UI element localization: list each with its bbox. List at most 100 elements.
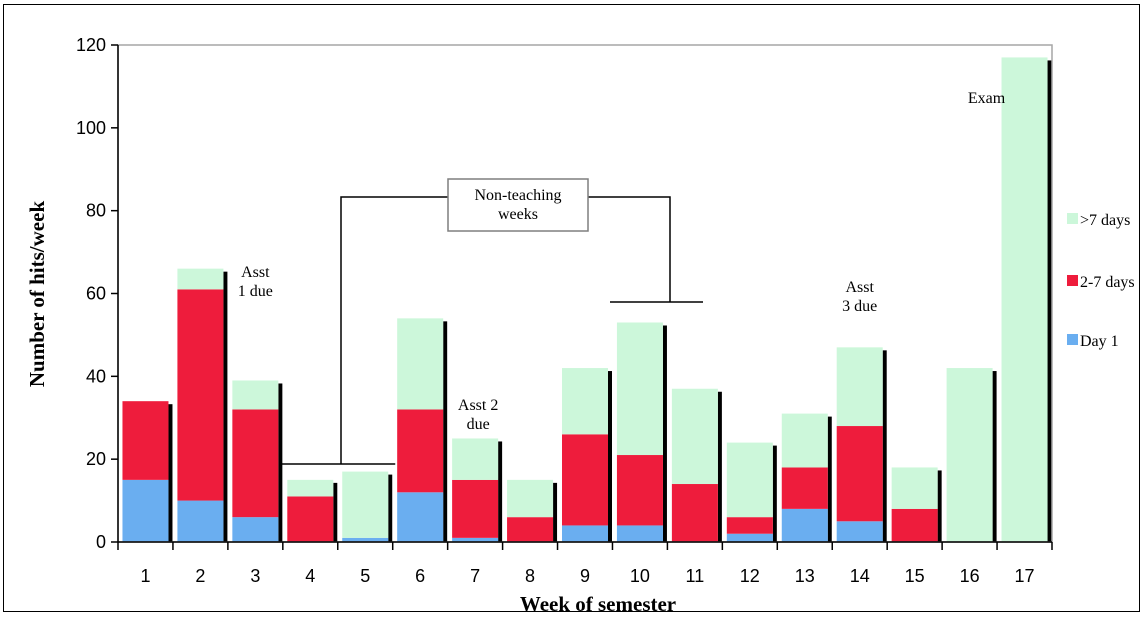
- x-tick-label: 8: [525, 566, 535, 586]
- x-tick-label: 7: [470, 566, 480, 586]
- y-tick-label: 120: [76, 35, 106, 55]
- bar-segment: [726, 533, 773, 542]
- annotations-layer: Asst 1 due Asst 2 due Asst 3 due Exam Non-teach…: [238, 90, 1006, 465]
- bars-layer: [122, 57, 1052, 543]
- legend: >7 days 2-7 days Day 1: [1067, 212, 1135, 350]
- legend-swatch: [1067, 213, 1078, 224]
- x-tick-label: 6: [415, 566, 425, 586]
- bar-shadow: [388, 474, 393, 542]
- bar-segment: [671, 484, 718, 542]
- bar-segment: [781, 467, 828, 509]
- bar-segment: [177, 268, 224, 290]
- bar-segment: [507, 479, 554, 518]
- x-tick-label: 3: [250, 566, 260, 586]
- y-tick-label: 40: [86, 366, 106, 386]
- bar-segment: [122, 479, 169, 542]
- x-axis-title: Week of semester: [520, 592, 676, 616]
- bar-segment: [342, 537, 389, 542]
- bar-shadow: [827, 416, 832, 542]
- bar-segment: [781, 413, 828, 468]
- annotation-label: Asst 2: [458, 397, 498, 414]
- x-tick-label: 16: [960, 566, 980, 586]
- callout-label: Non-teaching: [474, 187, 561, 204]
- bar-shadow: [608, 371, 612, 542]
- bar-shadow: [717, 391, 722, 542]
- y-tick-label: 100: [76, 118, 106, 138]
- bar-segment: [452, 438, 499, 480]
- x-tick-label: 11: [686, 566, 705, 586]
- annotation-label: Asst: [845, 279, 874, 296]
- bar-segment: [397, 492, 444, 542]
- bar-shadow: [772, 445, 777, 542]
- bar-shadow: [992, 371, 997, 542]
- annotation-label: 1 due: [238, 283, 273, 300]
- bar-segment: [232, 517, 279, 542]
- y-tick-label: 0: [96, 532, 106, 552]
- bar-segment: [287, 479, 334, 497]
- x-tick-label: 10: [630, 566, 650, 586]
- bar-segment: [1001, 57, 1048, 543]
- y-tick-label: 80: [86, 201, 106, 221]
- bar-shadow: [278, 383, 283, 542]
- x-tick-label: 1: [140, 566, 150, 586]
- annotation-label: 3 due: [842, 298, 877, 315]
- y-tick-label: 60: [86, 284, 106, 304]
- x-tick-label: 15: [905, 566, 925, 586]
- bar-segment: [616, 525, 663, 542]
- annotation-label: Exam: [968, 90, 1006, 107]
- bar-segment: [616, 455, 663, 526]
- callout-connector-right: [588, 196, 671, 302]
- callout-label: weeks: [498, 206, 538, 223]
- bar-segment: [836, 521, 883, 542]
- legend-swatch: [1067, 275, 1078, 286]
- bar-shadow: [662, 325, 667, 542]
- bar-shadow: [443, 321, 448, 542]
- bar-segment: [946, 368, 993, 542]
- bar-segment: [781, 508, 828, 542]
- bar-segment: [177, 289, 224, 501]
- bar-segment: [891, 467, 938, 509]
- callout-connector-left: [340, 196, 448, 464]
- bar-segment: [452, 479, 499, 538]
- x-tick-label: 2: [195, 566, 205, 586]
- bar-shadow: [168, 404, 173, 542]
- legend-label: 2-7 days: [1080, 274, 1135, 291]
- bar-segment: [452, 537, 499, 542]
- x-tick-label: 9: [580, 566, 590, 586]
- bar-segment: [562, 434, 608, 526]
- bar-shadow: [1047, 60, 1052, 543]
- bar-segment: [342, 471, 389, 538]
- bar-segment: [562, 368, 608, 435]
- x-tick-label: 13: [795, 566, 815, 586]
- bar-segment: [122, 401, 169, 480]
- legend-swatch: [1067, 334, 1078, 345]
- bar-segment: [232, 380, 279, 410]
- x-tick-label: 12: [740, 566, 760, 586]
- callout-box: [447, 178, 589, 232]
- x-tick-label: 14: [850, 566, 870, 586]
- bar-segment: [836, 347, 883, 427]
- bar-segment: [726, 517, 773, 534]
- bar-shadow: [223, 271, 228, 542]
- bar-segment: [671, 388, 718, 485]
- y-tick-label: 20: [86, 449, 106, 469]
- bar-segment: [287, 496, 334, 542]
- bar-segment: [397, 318, 444, 410]
- bar-shadow: [937, 470, 942, 542]
- legend-label: Day 1: [1080, 333, 1119, 350]
- bar-segment: [562, 525, 608, 542]
- bar-shadow: [498, 441, 503, 542]
- annotation-label: Asst: [241, 264, 270, 281]
- bar-segment: [891, 508, 938, 542]
- x-tick-label: 5: [360, 566, 370, 586]
- bar-shadow: [333, 482, 338, 542]
- bar-segment: [616, 322, 663, 456]
- x-tick-label: 4: [305, 566, 315, 586]
- y-axis-title: Number of hits/week: [25, 201, 49, 388]
- bar-segment: [726, 442, 773, 518]
- bar-segment: [177, 500, 224, 542]
- legend-label: >7 days: [1080, 212, 1130, 229]
- bar-shadow: [553, 482, 558, 542]
- bar-shadow: [882, 350, 887, 542]
